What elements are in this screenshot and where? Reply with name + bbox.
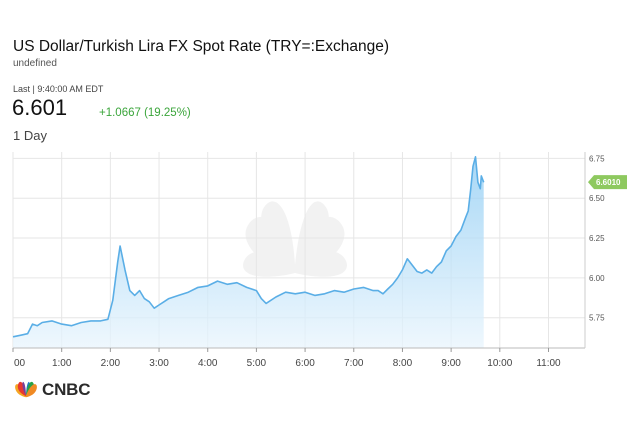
x-tick-label: 9:00 — [441, 358, 461, 369]
cnbc-logo-text: CNBC — [42, 380, 91, 399]
x-tick-label: 10:00 — [487, 358, 512, 369]
x-tick-label: 5:00 — [247, 358, 267, 369]
x-tick-label: 7:00 — [344, 358, 364, 369]
y-tick-label: 5.75 — [589, 314, 605, 323]
x-tick-label: 1:00 — [52, 358, 72, 369]
time-range-label[interactable]: 1 Day — [13, 128, 47, 143]
last-price: 6.601 — [12, 95, 68, 120]
last-price-tag: 6.6010 — [588, 175, 627, 190]
price-change: +1.0667 (19.25%) — [99, 107, 191, 119]
x-tick-label: 3:00 — [149, 358, 169, 369]
y-tick-label: 6.50 — [589, 194, 605, 203]
x-tick-label: 4:00 — [198, 358, 218, 369]
last-updated-label: Last | 9:40:00 AM EDT — [13, 84, 104, 94]
peacock-logo-icon — [15, 381, 37, 398]
price-area — [13, 156, 484, 348]
cnbc-logo: CNBC — [13, 380, 91, 400]
subtitle: undefined — [13, 58, 57, 69]
x-tick-label: 00 — [14, 358, 26, 369]
y-tick-label: 6.25 — [589, 234, 605, 243]
page-title: US Dollar/Turkish Lira FX Spot Rate (TRY… — [13, 38, 390, 55]
x-tick-label: 6:00 — [295, 358, 315, 369]
x-tick-label: 2:00 — [101, 358, 121, 369]
price-chart: 00 1:00 2:00 3:00 4:00 5:00 6:00 7:00 8:00 9:00 10… — [12, 152, 627, 369]
y-tick-label: 6.00 — [589, 274, 605, 283]
last-price-tag-label: 6.6010 — [596, 178, 621, 187]
x-tick-label: 8:00 — [393, 358, 413, 369]
x-tick-label: 11:00 — [536, 358, 561, 369]
y-tick-label: 6.75 — [589, 154, 605, 163]
peacock-watermark-icon — [243, 201, 347, 277]
price-line — [12, 156, 485, 338]
